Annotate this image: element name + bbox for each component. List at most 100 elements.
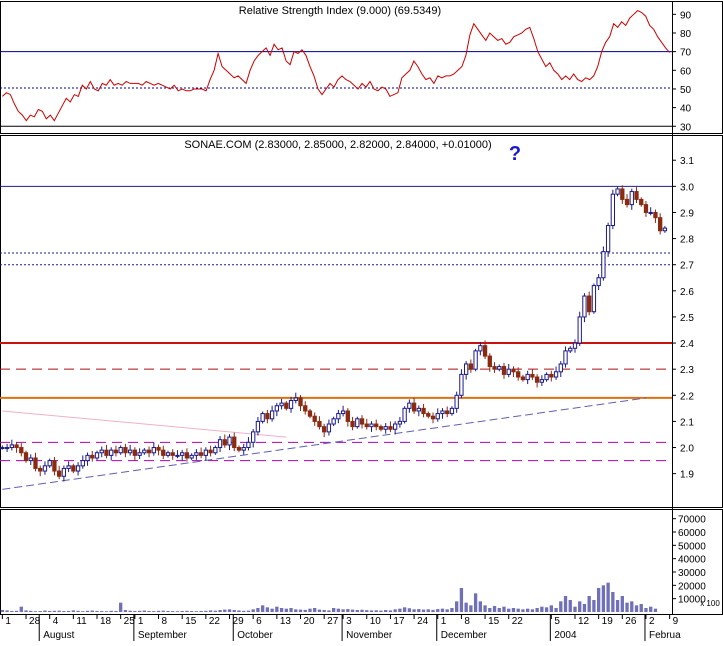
candle-body	[620, 188, 625, 200]
volume-bar	[0, 610, 5, 612]
price-tick-label: 2.7	[680, 261, 694, 272]
candle-body	[402, 407, 407, 422]
x-tick-label: 19	[602, 616, 614, 627]
candle-body	[198, 452, 204, 456]
volume-bar	[601, 585, 606, 612]
candle-body	[482, 345, 488, 357]
candle-body	[388, 426, 393, 430]
candle-body	[392, 423, 398, 430]
x-tick-label: 8	[464, 616, 470, 627]
month-label: October	[237, 630, 273, 641]
volume-bar	[256, 608, 260, 612]
x-tick-label: 18	[100, 616, 112, 627]
candle-body	[530, 373, 535, 378]
candle-body	[146, 449, 152, 454]
volume-bar	[308, 608, 312, 612]
volume-bar	[137, 610, 142, 612]
candle-body	[0, 447, 5, 450]
x-tick-label: 13	[280, 616, 292, 627]
price-tick-label: 2.4	[680, 339, 694, 350]
volume-panel: 10000 20000 30000 40000 50000 60000 70000	[0, 515, 706, 612]
candle-body	[322, 426, 327, 433]
candle-body	[151, 447, 156, 454]
volume-bar	[95, 610, 99, 612]
candle-body	[317, 420, 322, 428]
candle-body	[38, 467, 43, 472]
volume-bar	[388, 610, 393, 612]
volume-bar	[62, 611, 66, 612]
volume-bar	[71, 610, 76, 612]
candle-body	[558, 363, 563, 373]
volume-bar	[507, 608, 511, 612]
candle-body	[274, 405, 280, 412]
candle-body	[307, 410, 313, 417]
x-axis: 1 28 4 11 18 25 1 8 15 22 29 6 13 20 27 3 10 17 24 1 8 15 22 5 1…	[1, 614, 681, 641]
volume-bar	[592, 600, 596, 612]
x-tick-label: 26	[625, 616, 637, 627]
candle-body	[463, 363, 469, 375]
candle-body	[549, 373, 554, 378]
volume-bar	[190, 611, 194, 612]
volume-bar	[644, 608, 648, 612]
volume-bar	[128, 610, 132, 612]
candle-body	[435, 413, 440, 420]
volume-bar	[85, 610, 90, 612]
candle-body	[288, 400, 294, 409]
candle-body	[572, 342, 578, 349]
volume-bar	[559, 601, 563, 612]
volume-bar	[653, 608, 658, 612]
candle-body	[118, 447, 123, 454]
candle-body	[109, 449, 114, 456]
volume-bar	[303, 609, 307, 612]
volume-bar	[611, 592, 615, 612]
volume-bar	[260, 605, 265, 612]
volume-bar	[384, 610, 388, 612]
volume-bar	[76, 610, 80, 612]
volume-bar	[180, 610, 184, 612]
candle-body	[430, 415, 436, 420]
candle-body	[587, 295, 592, 313]
candle-body	[374, 423, 379, 428]
candle-body	[227, 436, 232, 446]
candle-body	[615, 188, 620, 195]
candle-body	[648, 211, 653, 214]
candle-body	[591, 285, 597, 313]
volume-bar	[649, 606, 653, 612]
volume-bar	[199, 610, 203, 612]
candle-body	[624, 198, 630, 206]
volume-bar	[294, 609, 298, 612]
volume-bar	[549, 605, 553, 612]
candle-body	[340, 410, 346, 415]
volume-bar	[568, 600, 572, 612]
x-tick-label: 11	[76, 616, 87, 627]
month-label: December	[441, 630, 488, 641]
price-tick-label: 2.1	[680, 417, 694, 428]
volume-bar	[615, 600, 620, 612]
x-tick-label: 22	[209, 616, 221, 627]
volume-bar	[33, 611, 38, 612]
price-tick-label: 3.1	[680, 156, 694, 167]
volume-bar	[123, 610, 128, 612]
volume-bar	[634, 605, 639, 612]
candle-body	[184, 452, 190, 459]
candle-body	[85, 454, 90, 462]
candle-body	[468, 363, 474, 370]
volume-bar	[639, 604, 643, 612]
candle-body	[269, 410, 275, 420]
candle-body	[189, 454, 194, 459]
candle-body	[132, 449, 138, 456]
volume-bar	[104, 611, 109, 612]
candle-body	[99, 449, 104, 454]
volume-bar	[455, 601, 459, 612]
volume-bar	[246, 610, 251, 612]
candle-body	[411, 402, 417, 412]
candle-body	[662, 227, 668, 232]
candle-body	[203, 449, 209, 456]
candle-body	[454, 394, 459, 409]
candle-body	[544, 373, 549, 381]
candle-body	[577, 316, 582, 344]
candle-body	[265, 413, 270, 420]
candle-body	[440, 410, 445, 415]
candle-body	[350, 420, 355, 428]
